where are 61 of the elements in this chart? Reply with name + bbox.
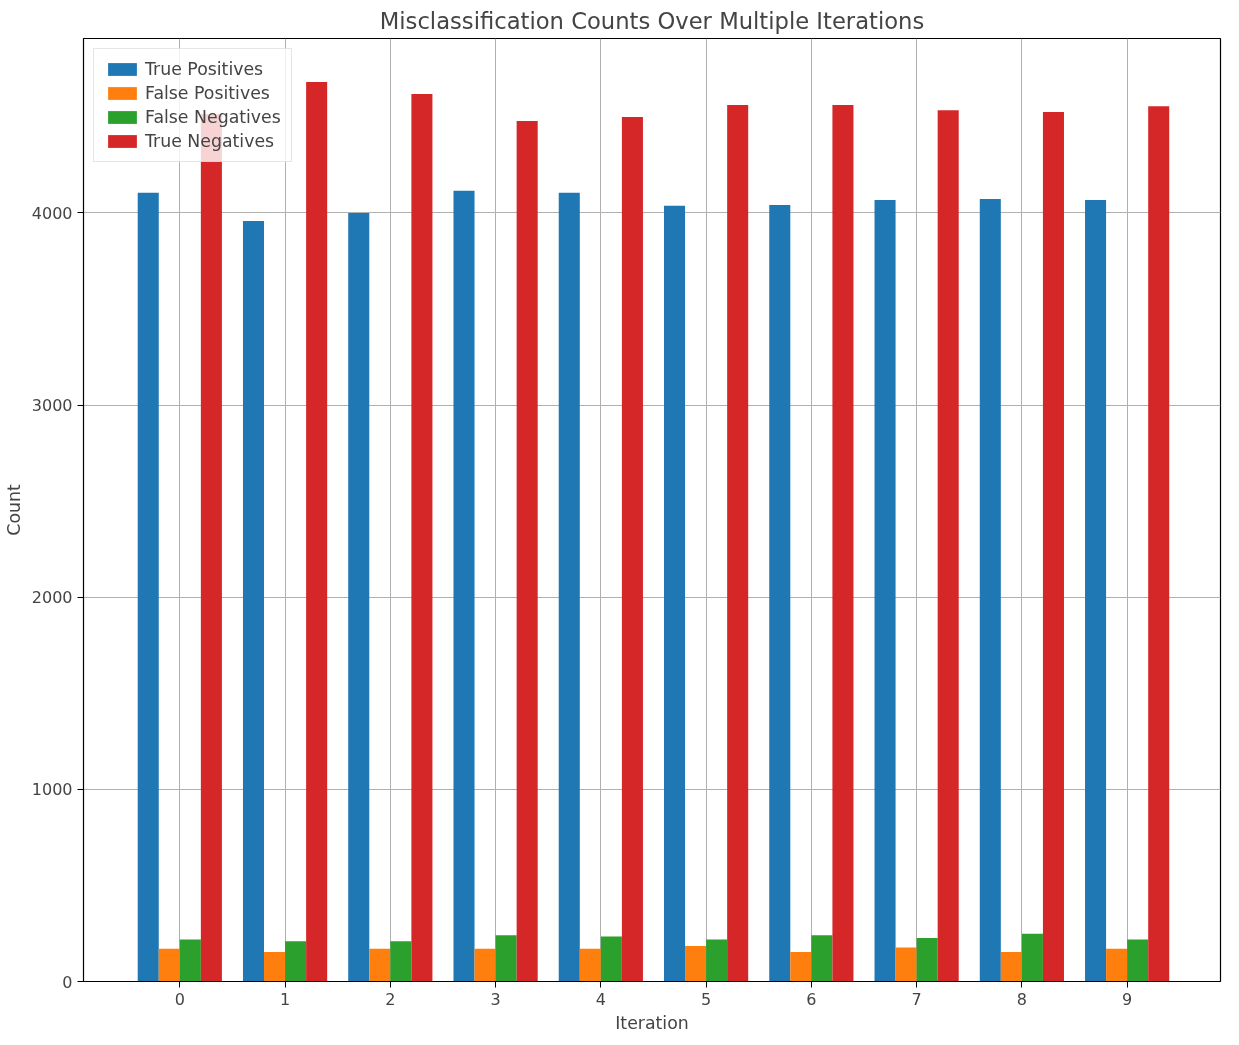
bar bbox=[285, 941, 307, 982]
bar bbox=[179, 939, 201, 982]
x-tick-label: 2 bbox=[385, 989, 396, 1009]
bar bbox=[1106, 948, 1128, 982]
x-axis-title: Iteration bbox=[615, 1012, 689, 1033]
bar bbox=[1042, 112, 1064, 982]
y-tick-label: 3000 bbox=[31, 396, 73, 416]
bar bbox=[264, 951, 286, 982]
x-tick-label: 3 bbox=[490, 989, 501, 1009]
bar bbox=[664, 205, 686, 982]
bar bbox=[916, 938, 938, 982]
bar bbox=[369, 948, 391, 982]
bar bbox=[790, 951, 812, 982]
legend-label: True Positives bbox=[145, 59, 264, 79]
bar bbox=[1000, 951, 1022, 982]
bar bbox=[453, 190, 475, 982]
bar bbox=[558, 192, 580, 982]
bar bbox=[1148, 106, 1170, 982]
bar bbox=[937, 110, 959, 982]
legend-label: False Negatives bbox=[145, 107, 281, 127]
bar bbox=[242, 221, 265, 982]
bar bbox=[769, 204, 791, 982]
x-tick-label: 8 bbox=[1016, 989, 1027, 1009]
bar bbox=[1021, 933, 1043, 982]
x-tick-label: 6 bbox=[806, 989, 817, 1009]
bar bbox=[474, 948, 496, 982]
y-tick-label: 0 bbox=[62, 972, 73, 992]
bar bbox=[727, 104, 749, 982]
bar bbox=[979, 198, 1001, 982]
bar bbox=[137, 192, 159, 982]
bar bbox=[811, 935, 833, 982]
x-tick-label: 7 bbox=[911, 989, 922, 1009]
chart-title: Misclassification Counts Over Multiple Iterations bbox=[379, 7, 925, 34]
y-tick-label: 4000 bbox=[31, 203, 73, 223]
bar bbox=[348, 212, 370, 982]
y-tick-label: 1000 bbox=[31, 780, 73, 800]
bar bbox=[895, 947, 917, 982]
y-axis-title: Count bbox=[3, 484, 24, 536]
x-tick-label: 9 bbox=[1122, 989, 1133, 1009]
bar bbox=[1127, 939, 1149, 982]
bar bbox=[495, 935, 517, 982]
legend-label: True Negatives bbox=[145, 131, 275, 151]
bar bbox=[516, 121, 538, 982]
bar bbox=[832, 104, 854, 982]
x-tick-label: 0 bbox=[174, 989, 185, 1009]
y-tick-label: 2000 bbox=[31, 588, 73, 608]
bar bbox=[306, 81, 328, 982]
bar bbox=[1085, 199, 1107, 982]
bar bbox=[685, 945, 707, 982]
x-tick-label: 4 bbox=[595, 989, 606, 1009]
bar bbox=[390, 941, 412, 982]
bar bbox=[579, 948, 601, 982]
bar bbox=[621, 117, 643, 982]
bar bbox=[706, 939, 728, 982]
bar bbox=[411, 94, 433, 982]
x-tick-label: 1 bbox=[279, 989, 291, 1009]
bar bbox=[600, 936, 622, 982]
legend-label: False Positives bbox=[145, 83, 270, 103]
bar bbox=[158, 948, 180, 982]
bar bbox=[874, 199, 896, 982]
x-tick-label: 5 bbox=[701, 989, 712, 1009]
